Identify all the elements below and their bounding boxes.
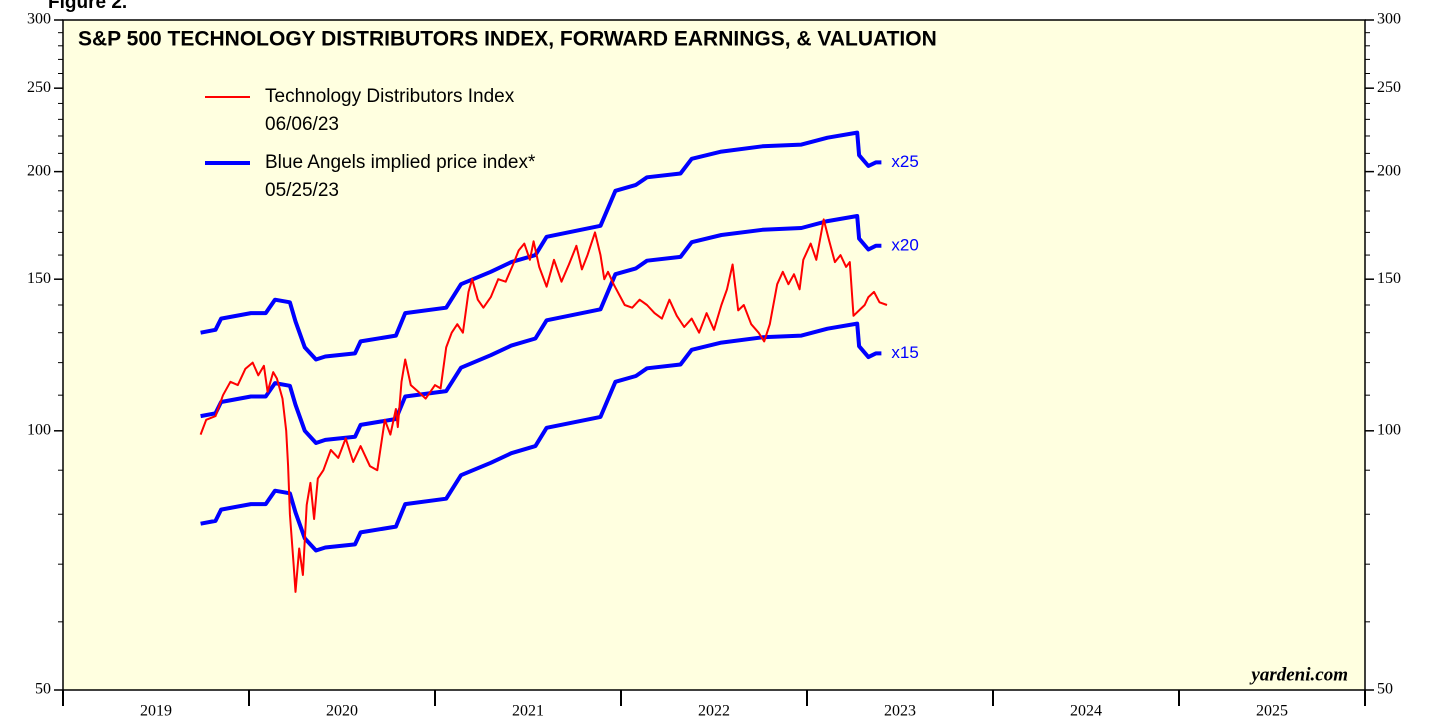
source: yardeni.com [1249, 664, 1348, 685]
legend-label: Technology Distributors Index [265, 86, 515, 107]
line-end-label: x15 [891, 343, 918, 362]
series-line [200, 321, 882, 553]
x-tick-label: 2024 [1070, 703, 1102, 720]
y2-tick-label: 250 [1377, 79, 1401, 96]
y-tick-label: 150 [27, 270, 51, 287]
legend-date: 05/25/23 [265, 180, 339, 201]
chart-title: S&P 500 TECHNOLOGY DISTRIBUTORS INDEX, F… [78, 28, 937, 51]
y-tick-label: 200 [27, 162, 51, 179]
x-tick-label: 2019 [140, 703, 172, 720]
line-end-label: x25 [891, 152, 918, 171]
y-tick-label: 50 [35, 681, 51, 698]
y2-tick-label: 200 [1377, 162, 1401, 179]
y2-tick-label: 50 [1377, 681, 1393, 698]
y-tick-label: 250 [27, 79, 51, 96]
x-tick-label: 2025 [1256, 703, 1288, 720]
x-tick-label: 2023 [884, 703, 916, 720]
series-line [200, 130, 882, 362]
y2-tick-label: 150 [1377, 270, 1401, 287]
legend-label: Blue Angels implied price index* [265, 152, 536, 173]
legend-date: 06/06/23 [265, 114, 339, 135]
figure-label: Figure 2. [48, 0, 127, 13]
series-line [200, 214, 882, 445]
y-tick-label: 100 [27, 421, 51, 438]
plot-area [62, 19, 1366, 691]
y2-tick-label: 100 [1377, 421, 1401, 438]
line-end-label: x20 [891, 235, 918, 254]
y2-tick-label: 300 [1377, 11, 1401, 28]
series-line [199, 218, 888, 593]
y-tick-label: 300 [27, 11, 51, 28]
x-tick-label: 2020 [326, 703, 358, 720]
x-tick-label: 2022 [698, 703, 730, 720]
x-tick-label: 2021 [512, 703, 544, 720]
